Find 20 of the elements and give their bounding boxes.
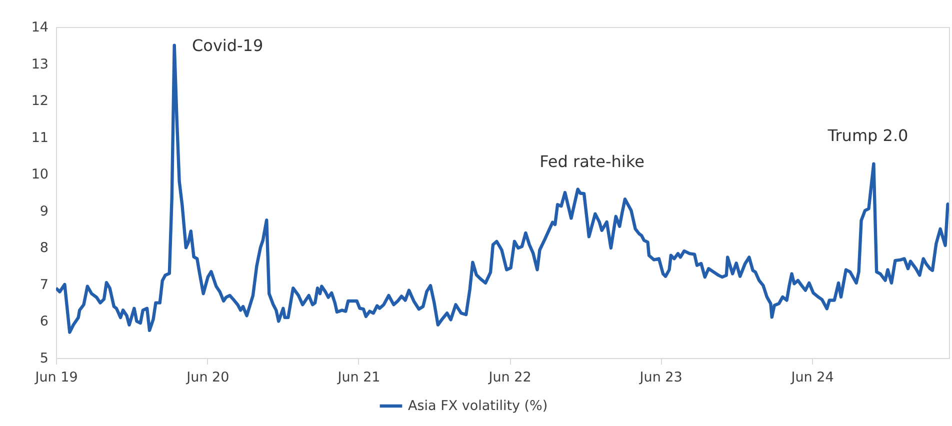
legend-label: Asia FX volatility (%)	[408, 398, 548, 414]
annotation: Trump 2.0	[826, 126, 908, 145]
y-tick-label: 6	[40, 314, 48, 330]
annotation: Fed rate-hike	[540, 152, 644, 171]
x-tick-label: Jun 20	[186, 370, 230, 386]
x-tick-label: Jun 21	[336, 370, 380, 386]
y-tick-label: 9	[40, 203, 48, 220]
y-tick-label: 10	[31, 166, 48, 183]
annotation: Covid-19	[192, 36, 264, 55]
x-tick-label: Jun 19	[34, 370, 78, 386]
y-tick-label: 7	[40, 276, 48, 293]
y-tick-label: 13	[31, 56, 48, 72]
x-tick-label: Jun 23	[638, 370, 682, 386]
y-tick-label: 5	[40, 350, 48, 366]
y-tick-label: 8	[40, 240, 48, 256]
x-tick-label: Jun 22	[488, 370, 532, 386]
y-tick-label: 11	[31, 130, 48, 146]
y-tick-label: 14	[31, 20, 48, 36]
y-tick-label: 12	[31, 93, 48, 110]
x-tick-label: Jun 24	[790, 370, 834, 386]
